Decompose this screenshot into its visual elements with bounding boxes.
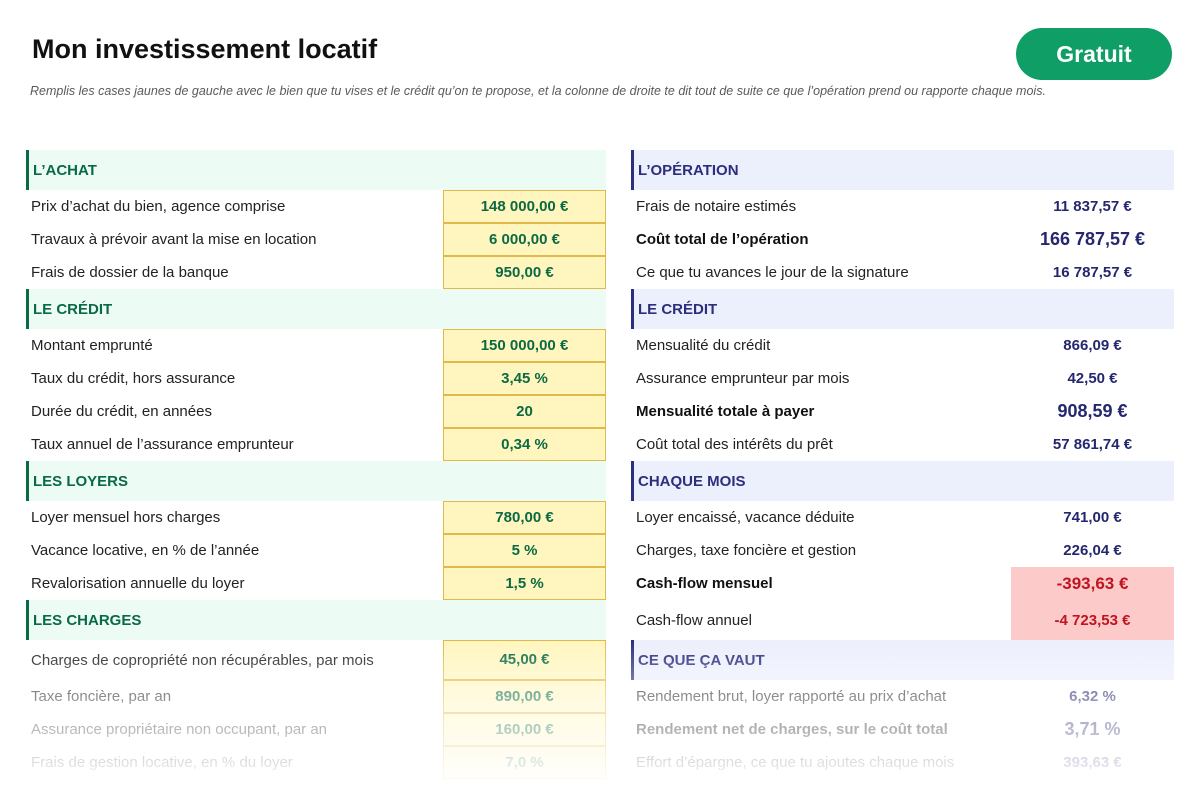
row-label: Coût total des intérêts du prêt [636, 436, 833, 453]
result-row-charges-mois: Charges, taxe foncière et gestion 226,04… [631, 534, 1174, 567]
row-label: Frais de dossier de la banque [31, 264, 229, 281]
row-label: Revalorisation annuelle du loyer [31, 575, 245, 592]
loyer-encaisse-value: 741,00 € [1063, 509, 1122, 526]
result-row-mensualite: Mensualité du crédit 866,09 € [631, 329, 1174, 362]
results-panel: L’OPÉRATION Frais de notaire estimés 11 … [631, 150, 1174, 779]
result-row-mensualite-totale: Mensualité totale à payer 908,59 € [631, 395, 1174, 428]
section-header-chaque-mois: CHAQUE MOIS [631, 461, 1174, 501]
input-row-vacance: Vacance locative, en % de l’année 5 % [26, 533, 606, 567]
result-row-effort-epargne: Effort d’épargne, ce que tu ajoutes chaq… [631, 746, 1174, 779]
input-row-assurance-pno: Assurance propriétaire non occupant, par… [26, 712, 606, 746]
row-label: Taxe foncière, par an [31, 688, 172, 705]
input-row-frais-dossier: Frais de dossier de la banque 950,00 € [26, 255, 606, 289]
section-header-credit-results: LE CRÉDIT [631, 289, 1174, 329]
rendement-brut-value: 6,32 % [1069, 688, 1116, 705]
section-header-achat: L’ACHAT [26, 150, 606, 190]
frais-dossier-input[interactable]: 950,00 € [443, 255, 606, 289]
frais-gestion-input[interactable]: 7,0 % [443, 745, 606, 779]
rendement-net-value: 3,71 % [1064, 719, 1121, 739]
section-header-ce-que-ca-vaut: CE QUE ÇA VAUT [631, 640, 1174, 680]
result-row-loyer-encaisse: Loyer encaissé, vacance déduite 741,00 € [631, 501, 1174, 534]
section-header-charges: LES CHARGES [26, 600, 606, 640]
effort-epargne-value: 393,63 € [1063, 754, 1122, 771]
row-label: Montant emprunté [31, 337, 153, 354]
row-label: Loyer encaissé, vacance déduite [636, 509, 855, 526]
row-label: Frais de notaire estimés [636, 198, 797, 215]
vacance-locative-input[interactable]: 5 % [443, 533, 606, 567]
cashflow-mensuel-value: -393,63 € [1011, 567, 1174, 600]
assurance-pno-input[interactable]: 160,00 € [443, 712, 606, 746]
row-label: Frais de gestion locative, en % du loyer [31, 754, 293, 771]
section-header-operation: L’OPÉRATION [631, 150, 1174, 190]
input-row-taxe-fonciere: Taxe foncière, par an 890,00 € [26, 679, 606, 713]
result-row-cashflow-annuel: Cash-flow annuel -4 723,53 € [631, 600, 1174, 640]
free-badge[interactable]: Gratuit [1016, 28, 1172, 80]
row-label: Rendement brut, loyer rapporté au prix d… [636, 688, 947, 705]
row-label: Rendement net de charges, sur le coût to… [636, 721, 948, 738]
row-label: Effort d’épargne, ce que tu ajoutes chaq… [636, 754, 955, 771]
result-row-interets: Coût total des intérêts du prêt 57 861,7… [631, 428, 1174, 461]
input-row-taux: Taux du crédit, hors assurance 3,45 % [26, 361, 606, 395]
result-row-assurance-mois: Assurance emprunteur par mois 42,50 € [631, 362, 1174, 395]
input-row-duree: Durée du crédit, en années 20 [26, 394, 606, 428]
result-row-cashflow-mensuel: Cash-flow mensuel -393,63 € [631, 567, 1174, 600]
inputs-panel: L’ACHAT Prix d’achat du bien, agence com… [26, 150, 606, 779]
row-label: Cash-flow mensuel [636, 575, 773, 592]
input-row-assurance-taux: Taux annuel de l’assurance emprunteur 0,… [26, 427, 606, 461]
section-header-credit: LE CRÉDIT [26, 289, 606, 329]
row-label: Charges de copropriété non récupérables,… [31, 651, 374, 669]
section-header-loyers: LES LOYERS [26, 461, 606, 501]
row-label: Durée du crédit, en années [31, 403, 212, 420]
input-row-copropriete: Charges de copropriété non récupérables,… [26, 639, 606, 680]
result-row-rendement-net: Rendement net de charges, sur le coût to… [631, 713, 1174, 746]
prix-achat-input[interactable]: 148 000,00 € [443, 189, 606, 223]
cout-total-value: 166 787,57 € [1039, 229, 1146, 249]
input-row-prix-achat: Prix d’achat du bien, agence comprise 14… [26, 189, 606, 223]
result-row-frais-notaire: Frais de notaire estimés 11 837,57 € [631, 190, 1174, 223]
taux-assurance-input[interactable]: 0,34 % [443, 427, 606, 461]
row-label: Mensualité totale à payer [636, 403, 815, 420]
montant-emprunte-input[interactable]: 150 000,00 € [443, 328, 606, 362]
mensualite-value: 866,09 € [1063, 337, 1122, 354]
row-label: Taux du crédit, hors assurance [31, 370, 236, 387]
row-label: Vacance locative, en % de l’année [31, 542, 260, 559]
loyer-mensuel-input[interactable]: 780,00 € [443, 500, 606, 534]
apport-value: 16 787,57 € [1052, 264, 1133, 281]
cashflow-annuel-value: -4 723,53 € [1011, 600, 1174, 640]
result-row-cout-total: Coût total de l’opération 166 787,57 € [631, 223, 1174, 256]
revalorisation-input[interactable]: 1,5 % [443, 566, 606, 600]
assurance-mois-value: 42,50 € [1067, 370, 1118, 387]
input-row-loyer: Loyer mensuel hors charges 780,00 € [26, 500, 606, 534]
input-row-travaux: Travaux à prévoir avant la mise en locat… [26, 222, 606, 256]
input-row-revalorisation: Revalorisation annuelle du loyer 1,5 % [26, 566, 606, 600]
row-label: Coût total de l’opération [636, 231, 809, 248]
page-title: Mon investissement locatif [32, 34, 378, 64]
mensualite-totale-value: 908,59 € [1057, 401, 1128, 421]
charges-copro-input[interactable]: 45,00 € [443, 639, 606, 680]
row-label: Cash-flow annuel [636, 611, 752, 629]
result-row-apport: Ce que tu avances le jour de la signatur… [631, 256, 1174, 289]
travaux-input[interactable]: 6 000,00 € [443, 222, 606, 256]
instructions-text: Remplis les cases jaunes de gauche avec … [30, 84, 1046, 98]
row-label: Assurance propriétaire non occupant, par… [31, 721, 328, 738]
charges-mois-value: 226,04 € [1063, 542, 1122, 559]
row-label: Taux annuel de l’assurance emprunteur [31, 436, 294, 453]
result-row-rendement-brut: Rendement brut, loyer rapporté au prix d… [631, 680, 1174, 713]
duree-credit-input[interactable]: 20 [443, 394, 606, 428]
row-label: Mensualité du crédit [636, 337, 771, 354]
taux-credit-input[interactable]: 3,45 % [443, 361, 606, 395]
row-label: Assurance emprunteur par mois [636, 370, 850, 387]
input-row-gestion: Frais de gestion locative, en % du loyer… [26, 745, 606, 779]
row-label: Travaux à prévoir avant la mise en locat… [31, 231, 317, 248]
row-label: Ce que tu avances le jour de la signatur… [636, 264, 909, 281]
row-label: Loyer mensuel hors charges [31, 509, 221, 526]
row-label: Charges, taxe foncière et gestion [636, 542, 857, 559]
frais-notaire-value: 11 837,57 € [1053, 198, 1132, 215]
interets-value: 57 861,74 € [1052, 436, 1133, 453]
input-row-montant: Montant emprunté 150 000,00 € [26, 328, 606, 362]
taxe-fonciere-input[interactable]: 890,00 € [443, 679, 606, 713]
row-label: Prix d’achat du bien, agence comprise [31, 198, 286, 215]
